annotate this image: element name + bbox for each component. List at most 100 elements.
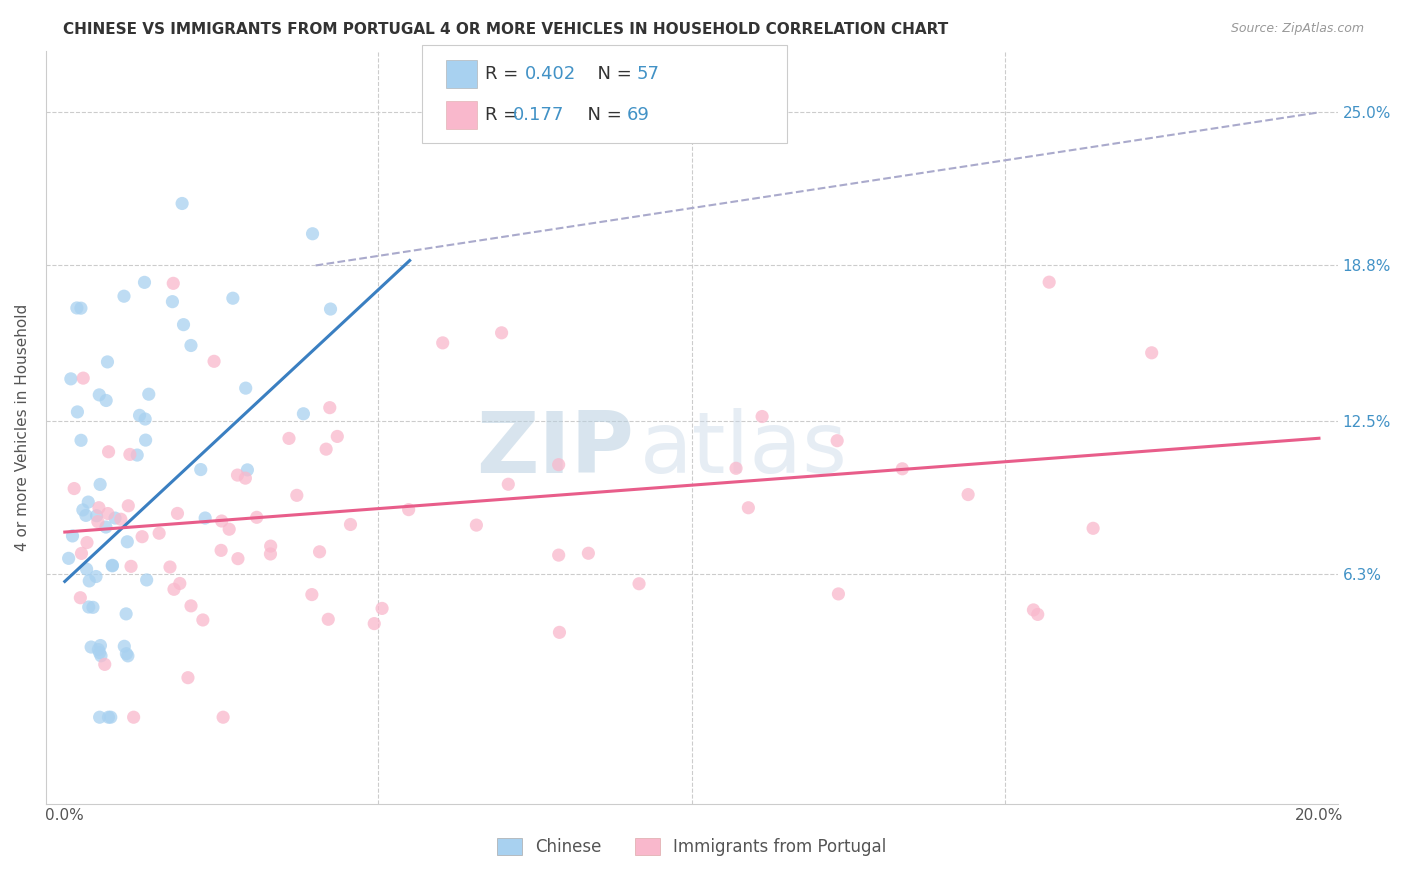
Point: [371, 601, 394, 615]
Point: [58, 551, 80, 566]
Point: [180, 599, 202, 613]
Point: [89, 639, 111, 653]
Point: [89, 388, 111, 402]
Point: [72, 503, 94, 517]
Point: [134, 412, 156, 426]
Point: [59, 372, 82, 386]
Point: [465, 518, 488, 533]
Y-axis label: 4 or more Vehicles in Household: 4 or more Vehicles in Household: [15, 303, 30, 550]
Text: ZIP: ZIP: [477, 409, 634, 491]
Point: [163, 582, 186, 597]
Point: [226, 551, 249, 566]
Point: [827, 587, 849, 601]
Point: [135, 433, 157, 447]
Point: [891, 462, 914, 476]
Point: [398, 502, 420, 516]
Text: N =: N =: [586, 65, 638, 83]
Point: [326, 429, 349, 443]
Text: 57: 57: [637, 65, 659, 83]
Point: [101, 558, 124, 573]
Point: [89, 710, 111, 724]
Point: [825, 434, 848, 448]
Point: [236, 463, 259, 477]
Point: [301, 227, 323, 241]
Point: [96, 393, 118, 408]
Point: [725, 461, 748, 475]
Point: [547, 458, 569, 472]
Point: [177, 671, 200, 685]
Point: [173, 318, 195, 332]
Point: [115, 607, 138, 621]
Point: [84, 569, 107, 583]
Point: [118, 447, 141, 461]
Point: [194, 511, 217, 525]
Point: [87, 500, 110, 515]
Text: Source: ZipAtlas.com: Source: ZipAtlas.com: [1230, 22, 1364, 36]
Text: 0.402: 0.402: [524, 65, 575, 83]
Point: [162, 294, 184, 309]
Point: [235, 381, 257, 395]
Point: [110, 512, 132, 526]
Point: [104, 511, 127, 525]
Point: [166, 507, 188, 521]
Point: [246, 510, 269, 524]
Point: [222, 291, 245, 305]
Point: [212, 710, 235, 724]
Point: [751, 409, 773, 424]
Point: [1038, 275, 1060, 289]
Point: [138, 387, 160, 401]
Point: [628, 576, 651, 591]
Point: [172, 196, 194, 211]
Point: [308, 545, 330, 559]
Point: [66, 301, 89, 315]
Point: [96, 355, 118, 369]
Point: [548, 625, 571, 640]
Point: [737, 500, 759, 515]
Point: [122, 710, 145, 724]
Point: [117, 499, 139, 513]
Point: [66, 405, 89, 419]
Point: [498, 477, 520, 491]
Point: [209, 543, 232, 558]
Point: [278, 431, 301, 445]
Point: [315, 442, 337, 457]
Point: [86, 508, 108, 523]
Point: [76, 562, 98, 576]
Point: [128, 409, 150, 423]
Point: [491, 326, 513, 340]
Point: [97, 507, 120, 521]
Point: [134, 276, 156, 290]
Text: atlas: atlas: [640, 409, 848, 491]
Point: [112, 289, 135, 303]
Point: [100, 710, 122, 724]
Point: [319, 401, 342, 415]
Point: [94, 657, 117, 672]
Point: [70, 434, 93, 448]
Point: [235, 471, 257, 485]
Point: [112, 640, 135, 654]
Point: [285, 488, 308, 502]
Point: [87, 642, 110, 657]
Point: [191, 613, 214, 627]
Point: [292, 407, 315, 421]
Text: R =: R =: [485, 65, 524, 83]
Point: [432, 335, 454, 350]
Point: [1081, 521, 1104, 535]
Point: [77, 495, 100, 509]
Point: [319, 301, 342, 316]
Point: [115, 647, 138, 661]
Point: [76, 535, 98, 549]
Point: [316, 612, 339, 626]
Point: [69, 591, 91, 605]
Text: N =: N =: [576, 106, 628, 124]
Point: [97, 710, 120, 724]
Point: [117, 648, 139, 663]
Point: [260, 539, 283, 553]
Point: [259, 547, 281, 561]
Point: [218, 522, 240, 536]
Point: [576, 546, 599, 560]
Point: [82, 600, 104, 615]
Point: [87, 515, 110, 529]
Point: [190, 462, 212, 476]
Point: [957, 487, 980, 501]
